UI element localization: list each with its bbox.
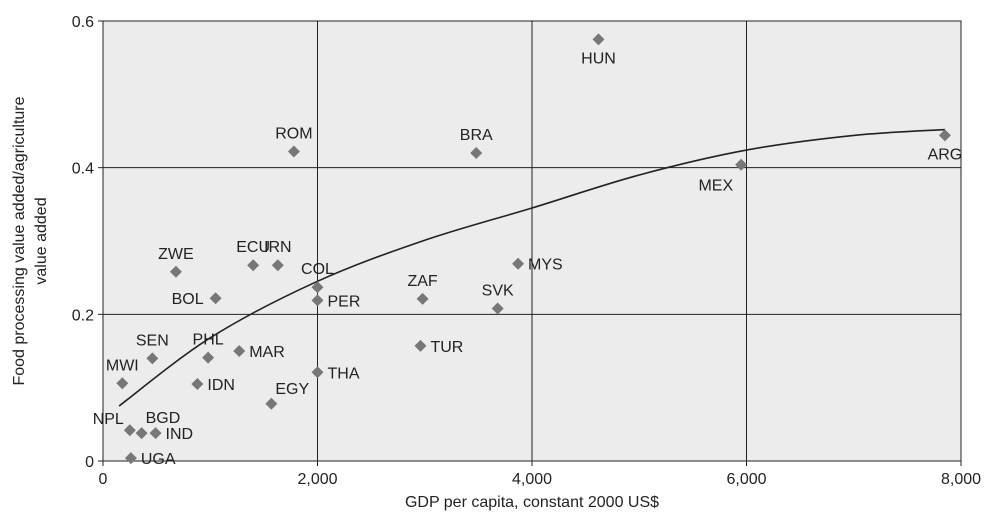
y-axis-title-line-1: Food processing value added/agriculture — [11, 96, 28, 385]
point-marker-col — [311, 281, 324, 294]
x-tick-label: 2,000 — [297, 471, 337, 488]
point-marker-arg — [938, 129, 951, 142]
point-marker-npl — [123, 424, 136, 437]
point-label-rom: ROM — [275, 126, 312, 143]
point-label-egy: EGY — [275, 381, 309, 398]
point-label-tur: TUR — [430, 339, 463, 356]
point-marker-mys — [512, 257, 525, 270]
point-label-mys: MYS — [528, 257, 563, 274]
point-label-bol: BOL — [172, 291, 204, 308]
point-marker-mwi — [116, 377, 129, 390]
y-tick-label: 0.4 — [72, 161, 94, 178]
point-marker-zwe — [169, 265, 182, 278]
point-marker-phl — [202, 351, 215, 364]
point-marker-ind — [149, 427, 162, 440]
point-label-uga: UGA — [141, 451, 176, 468]
point-label-npl: NPL — [93, 411, 124, 428]
point-label-arg: ARG — [928, 146, 963, 163]
point-label-mex: MEX — [698, 178, 733, 195]
point-marker-irn — [271, 259, 284, 272]
point-marker-mar — [233, 345, 246, 357]
y-axis-title: Food processing value added/agriculture … — [11, 96, 50, 385]
point-label-bgd: BGD — [146, 410, 181, 427]
y-tick-label: 0 — [85, 454, 94, 471]
point-label-mar: MAR — [249, 344, 285, 361]
point-label-sen: SEN — [136, 332, 169, 349]
point-label-tha: THA — [328, 365, 360, 382]
point-marker-uga — [124, 452, 137, 465]
x-tick-label: 6,000 — [726, 471, 766, 488]
point-marker-sen — [146, 352, 159, 365]
gridlines — [103, 21, 961, 461]
point-label-zwe: ZWE — [158, 246, 194, 263]
point-label-per: PER — [328, 293, 361, 310]
point-marker-bra — [470, 147, 483, 159]
point-label-svk: SVK — [482, 282, 514, 299]
x-axis-ticks: 0 2,000 4,000 6,000 8,000 — [99, 461, 981, 488]
point-label-phl: PHL — [193, 332, 224, 349]
point-marker-egy — [265, 397, 278, 410]
point-label-col: COL — [301, 261, 334, 278]
point-marker-tha — [311, 366, 324, 379]
x-axis-title: GDP per capita, constant 2000 US$ — [405, 494, 659, 511]
point-marker-svk — [491, 302, 504, 315]
point-label-ecu: ECU — [236, 239, 270, 256]
y-axis-ticks: 0 0.2 0.4 0.6 — [72, 14, 103, 471]
point-label-irn: IRN — [264, 239, 292, 256]
point-marker-mex — [735, 158, 748, 171]
y-tick-label: 0.2 — [72, 307, 94, 324]
x-tick-label: 4,000 — [512, 471, 552, 488]
trend-line — [118, 128, 945, 407]
point-marker-hun — [592, 33, 605, 46]
point-marker-bgd — [135, 427, 148, 440]
point-label-ind: IND — [166, 426, 194, 443]
point-marker-bol — [209, 292, 222, 305]
point-label-mwi: MWI — [106, 357, 139, 374]
point-label-bra: BRA — [460, 127, 493, 144]
point-marker-idn — [191, 378, 204, 390]
y-axis-title-line-2: value added — [33, 197, 50, 284]
x-tick-label: 8,000 — [941, 471, 981, 488]
point-marker-zaf — [416, 292, 429, 305]
point-marker-ecu — [247, 259, 260, 272]
y-tick-label: 0.6 — [72, 14, 94, 31]
x-tick-label: 0 — [99, 471, 108, 488]
point-marker-tur — [414, 339, 427, 352]
point-label-hun: HUN — [581, 50, 616, 67]
point-label-zaf: ZAF — [407, 273, 437, 290]
point-label-idn: IDN — [207, 377, 235, 394]
point-marker-per — [311, 294, 324, 307]
point-marker-rom — [287, 145, 300, 158]
